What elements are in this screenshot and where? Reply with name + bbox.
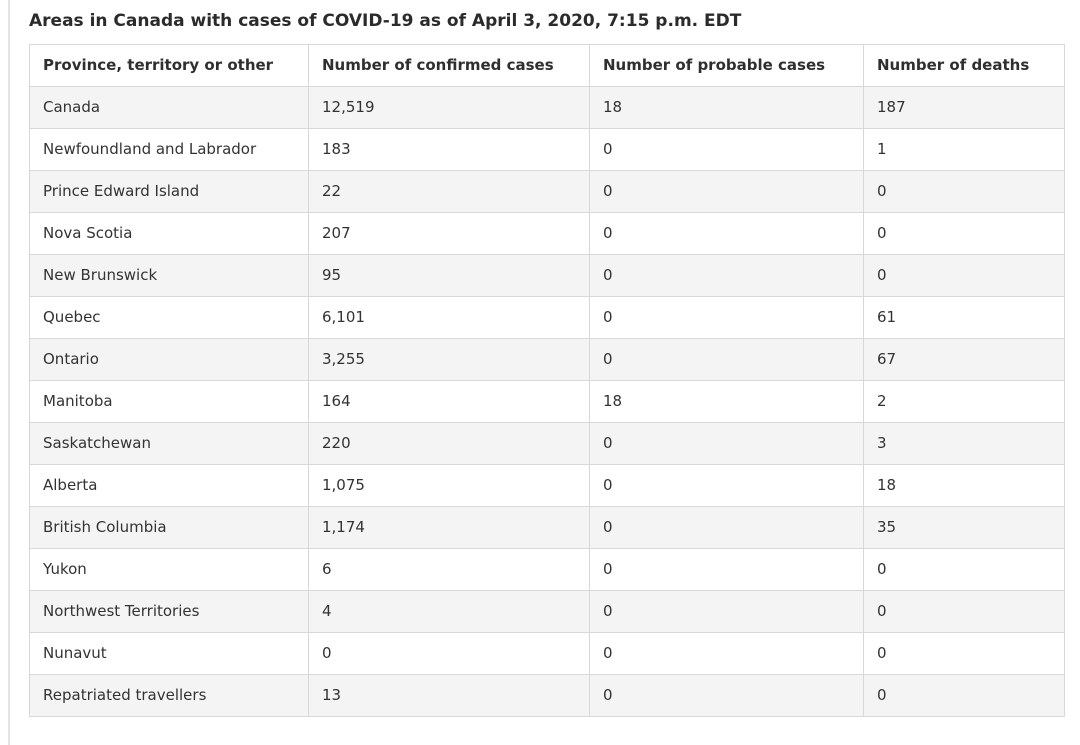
cell-region: Manitoba [29, 380, 309, 423]
cell-confirmed: 207 [308, 212, 590, 255]
cell-confirmed: 95 [308, 254, 590, 297]
cell-confirmed: 1,174 [308, 506, 590, 549]
cell-probable: 0 [589, 296, 864, 339]
cell-region: Newfoundland and Labrador [29, 128, 309, 171]
column-header-confirmed: Number of confirmed cases [308, 44, 590, 87]
table-row: Nunavut 0 0 0 [29, 632, 1065, 675]
cell-probable: 0 [589, 506, 864, 549]
column-header-probable: Number of probable cases [589, 44, 864, 87]
cell-probable: 0 [589, 254, 864, 297]
cell-region: Yukon [29, 548, 309, 591]
cell-deaths: 0 [863, 674, 1065, 717]
cell-deaths: 0 [863, 254, 1065, 297]
table-row: Canada 12,519 18 187 [29, 86, 1065, 129]
covid-cases-table: Province, territory or other Number of c… [29, 44, 1065, 717]
cell-deaths: 0 [863, 548, 1065, 591]
table-row: Ontario 3,255 0 67 [29, 338, 1065, 381]
table-row: New Brunswick 95 0 0 [29, 254, 1065, 297]
table-row: Yukon 6 0 0 [29, 548, 1065, 591]
cell-deaths: 61 [863, 296, 1065, 339]
cell-deaths: 1 [863, 128, 1065, 171]
page-title: Areas in Canada with cases of COVID-19 a… [29, 11, 742, 31]
cell-deaths: 0 [863, 590, 1065, 633]
cell-confirmed: 13 [308, 674, 590, 717]
cell-region: Repatriated travellers [29, 674, 309, 717]
cell-confirmed: 12,519 [308, 86, 590, 129]
cell-region: Saskatchewan [29, 422, 309, 465]
cell-deaths: 35 [863, 506, 1065, 549]
cell-confirmed: 183 [308, 128, 590, 171]
cell-region: Nunavut [29, 632, 309, 675]
cell-probable: 0 [589, 548, 864, 591]
cell-probable: 0 [589, 338, 864, 381]
table-row: Newfoundland and Labrador 183 0 1 [29, 128, 1065, 171]
table-body: Canada 12,519 18 187 Newfoundland and La… [29, 86, 1065, 717]
cell-probable: 0 [589, 128, 864, 171]
cell-confirmed: 1,075 [308, 464, 590, 507]
cell-confirmed: 6 [308, 548, 590, 591]
cell-confirmed: 220 [308, 422, 590, 465]
table-row: Manitoba 164 18 2 [29, 380, 1065, 423]
cell-deaths: 187 [863, 86, 1065, 129]
cell-confirmed: 0 [308, 632, 590, 675]
cell-probable: 0 [589, 170, 864, 213]
table-row: Alberta 1,075 0 18 [29, 464, 1065, 507]
cell-region: British Columbia [29, 506, 309, 549]
table-row: British Columbia 1,174 0 35 [29, 506, 1065, 549]
cell-confirmed: 164 [308, 380, 590, 423]
cell-confirmed: 3,255 [308, 338, 590, 381]
cell-probable: 18 [589, 380, 864, 423]
table-row: Prince Edward Island 22 0 0 [29, 170, 1065, 213]
table-header-row: Province, territory or other Number of c… [29, 44, 1065, 87]
cell-probable: 0 [589, 212, 864, 255]
cell-confirmed: 22 [308, 170, 590, 213]
content-panel: Areas in Canada with cases of COVID-19 a… [8, 0, 1080, 745]
cell-region: Prince Edward Island [29, 170, 309, 213]
cell-region: Canada [29, 86, 309, 129]
cell-probable: 18 [589, 86, 864, 129]
column-header-deaths: Number of deaths [863, 44, 1065, 87]
table-row: Repatriated travellers 13 0 0 [29, 674, 1065, 717]
table-row: Saskatchewan 220 0 3 [29, 422, 1065, 465]
cell-deaths: 3 [863, 422, 1065, 465]
cell-probable: 0 [589, 632, 864, 675]
cell-probable: 0 [589, 422, 864, 465]
table-row: Quebec 6,101 0 61 [29, 296, 1065, 339]
table-row: Northwest Territories 4 0 0 [29, 590, 1065, 633]
cell-region: Quebec [29, 296, 309, 339]
cell-probable: 0 [589, 674, 864, 717]
cell-deaths: 0 [863, 632, 1065, 675]
table-row: Nova Scotia 207 0 0 [29, 212, 1065, 255]
cell-probable: 0 [589, 590, 864, 633]
cell-deaths: 2 [863, 380, 1065, 423]
cell-confirmed: 6,101 [308, 296, 590, 339]
cell-deaths: 18 [863, 464, 1065, 507]
cell-region: Nova Scotia [29, 212, 309, 255]
cell-region: New Brunswick [29, 254, 309, 297]
cell-region: Alberta [29, 464, 309, 507]
cell-probable: 0 [589, 464, 864, 507]
cell-deaths: 0 [863, 170, 1065, 213]
cell-deaths: 0 [863, 212, 1065, 255]
cell-confirmed: 4 [308, 590, 590, 633]
cell-region: Northwest Territories [29, 590, 309, 633]
cell-region: Ontario [29, 338, 309, 381]
cell-deaths: 67 [863, 338, 1065, 381]
column-header-region: Province, territory or other [29, 44, 309, 87]
